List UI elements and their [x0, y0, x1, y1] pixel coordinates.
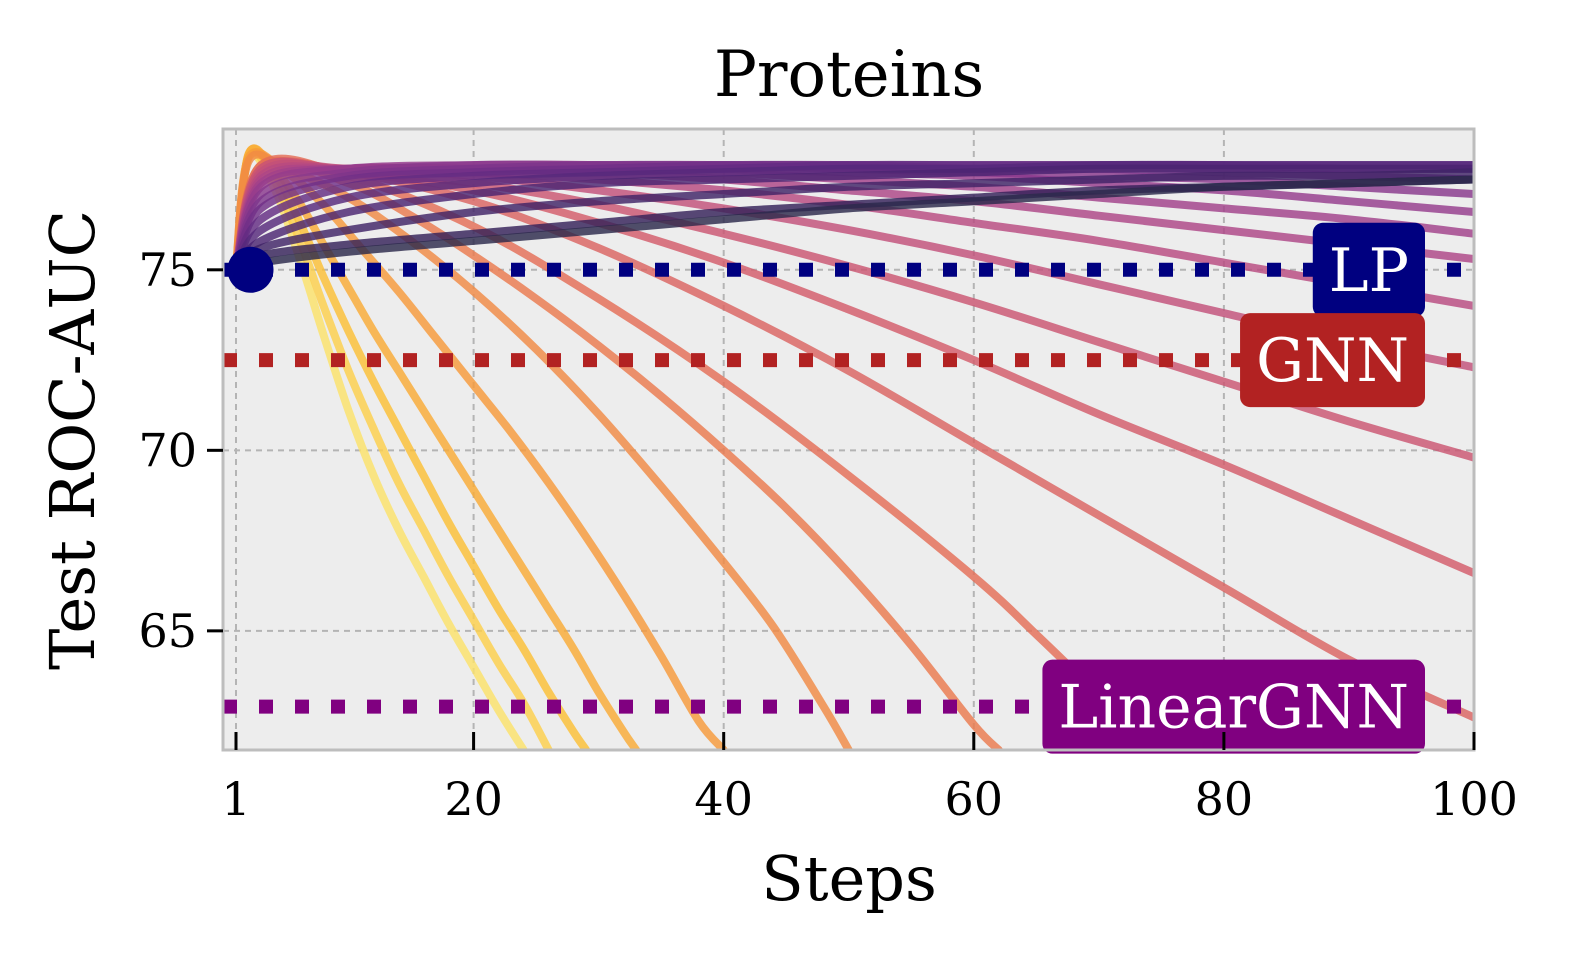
x-axis-title: Steps [761, 842, 937, 915]
x-tick-label: 80 [1195, 772, 1254, 826]
series-line-curve-22 [232, 164, 1474, 274]
series-layer [232, 144, 1474, 750]
reference-label-box [1312, 222, 1425, 317]
reference-labels: LP GNN LinearGNN [1042, 222, 1425, 754]
y-tick-label: 65 [138, 604, 197, 658]
x-tick-label: 20 [444, 772, 503, 826]
ticks: 1 20 40 60 80 100 65 70 75 [138, 243, 1517, 826]
x-tick-label: 100 [1430, 772, 1518, 826]
plot-frame [221, 127, 1476, 752]
y-tick-label: 75 [138, 243, 197, 297]
reference-label-lineargnn: LinearGNN [1042, 659, 1425, 754]
reference-label-box [1042, 659, 1425, 754]
reference-label-gnn: GNN [1240, 313, 1425, 408]
chart-title: Proteins [714, 38, 984, 112]
reference-label-box [1240, 313, 1425, 408]
x-tick-label: 40 [694, 772, 753, 826]
series-line-curve-25 [232, 175, 1474, 274]
y-axis-title: Test ROC-AUC [36, 210, 109, 670]
reference-label-text: LinearGNN [1058, 673, 1409, 743]
y-tick-label: 70 [138, 423, 197, 477]
start-point-marker [227, 246, 274, 293]
reference-label-text: GNN [1256, 326, 1409, 396]
x-tick-label: 1 [221, 772, 250, 826]
reference-label-text: LP [1329, 236, 1409, 306]
reference-lines [223, 262, 1474, 714]
x-tick-label: 60 [945, 772, 1004, 826]
reference-label-lp: LP [1312, 222, 1425, 317]
series-line-curve-23 [232, 168, 1474, 274]
